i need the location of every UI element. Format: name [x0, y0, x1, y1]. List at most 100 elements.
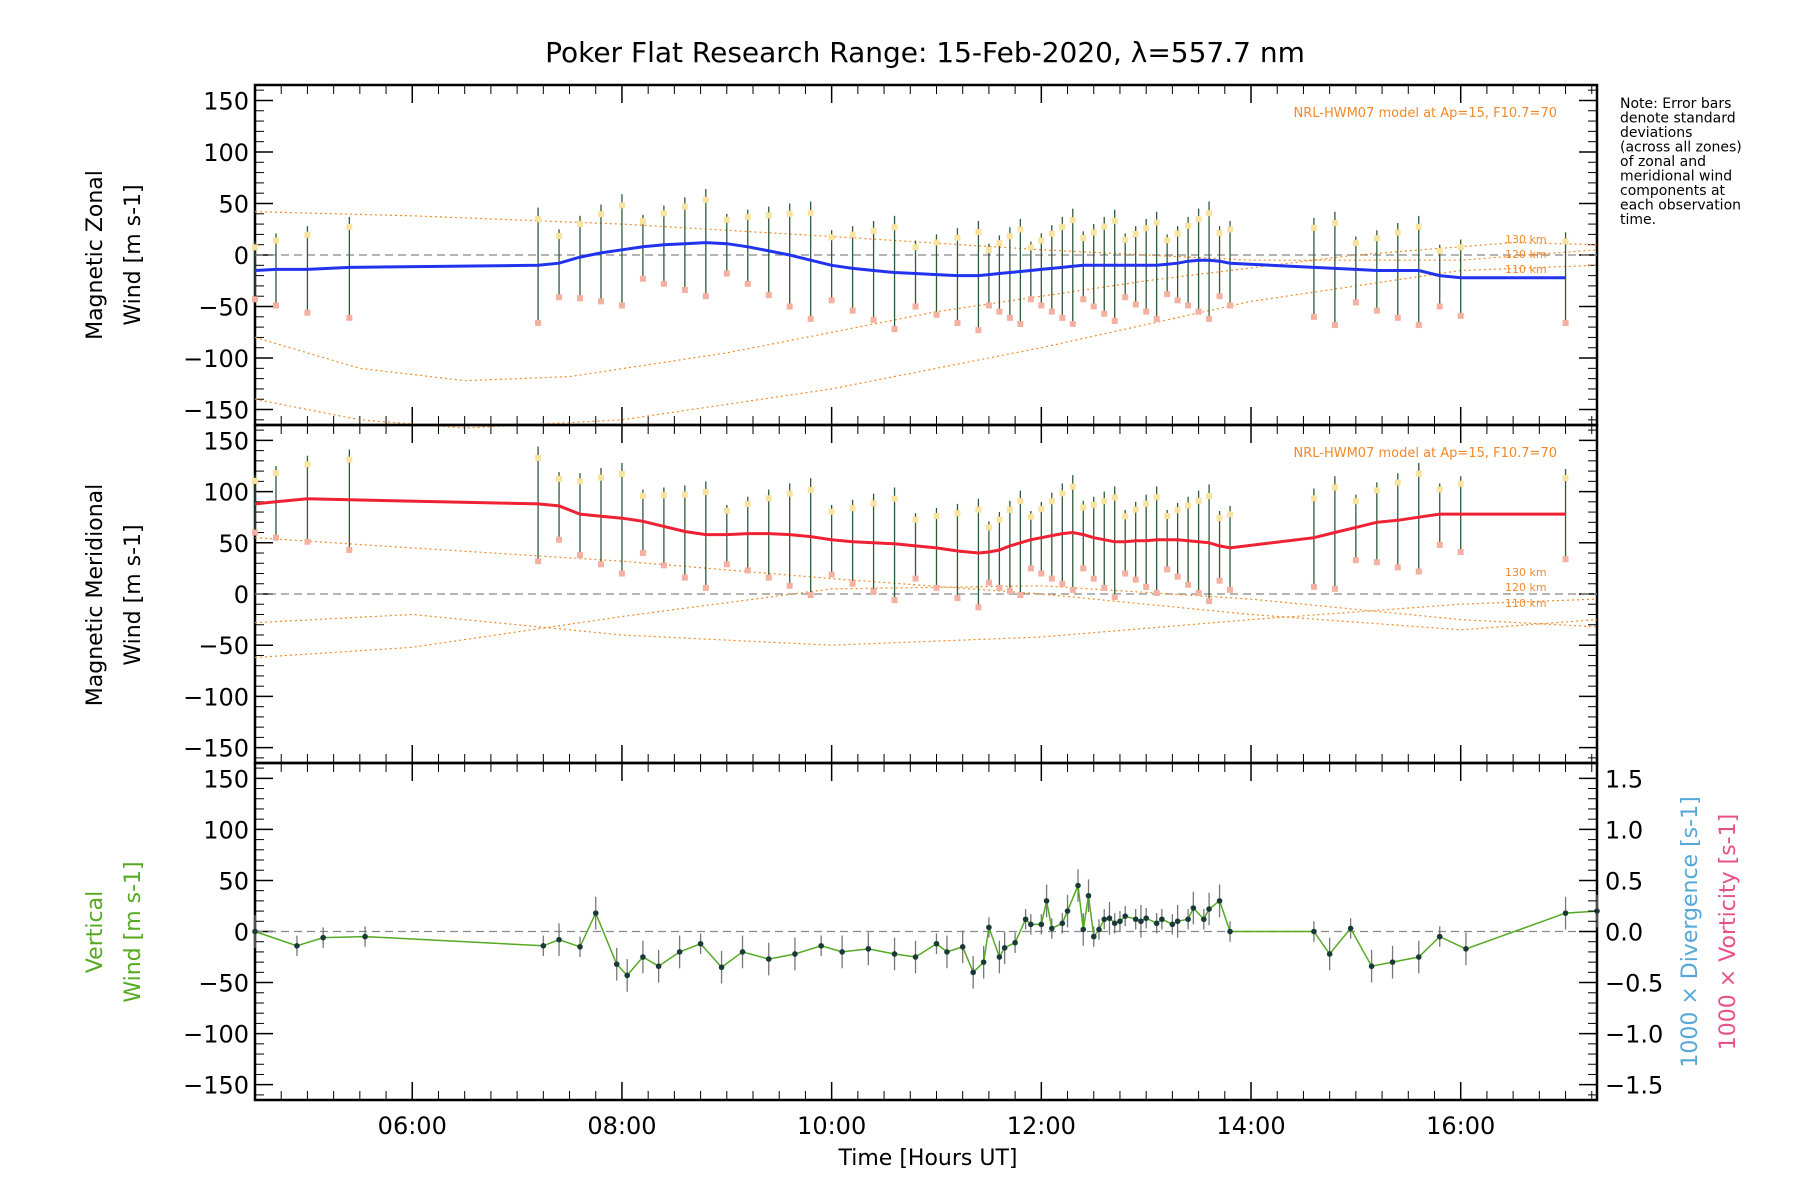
- zone-marker: [577, 221, 584, 228]
- zone-marker: [618, 302, 625, 309]
- data-point: [1153, 920, 1160, 927]
- y2-tick-label: 1.0: [1605, 816, 1643, 844]
- data-point: [624, 972, 630, 979]
- zone-marker: [1436, 486, 1443, 493]
- zone-marker: [1132, 301, 1139, 308]
- data-point: [1043, 898, 1050, 904]
- zone-marker: [1048, 575, 1055, 582]
- data-point: [1190, 905, 1197, 911]
- zone-marker: [577, 478, 584, 485]
- zone-marker: [1006, 587, 1013, 594]
- zone-marker: [252, 296, 258, 303]
- zone-marker: [1132, 230, 1139, 237]
- zone-marker: [1017, 592, 1024, 599]
- zone-marker: [1310, 495, 1317, 502]
- zone-marker: [1436, 541, 1443, 548]
- zone-marker: [1415, 568, 1422, 575]
- note-line: each observation: [1620, 198, 1741, 214]
- data-point: [970, 969, 976, 976]
- zone-marker: [954, 595, 961, 602]
- zone-marker: [954, 234, 961, 241]
- zone-marker: [1080, 235, 1087, 242]
- data-point: [320, 934, 326, 941]
- zone-marker: [723, 216, 730, 223]
- zone-marker: [1394, 229, 1401, 236]
- zone-marker: [1436, 247, 1443, 254]
- y-tick-label: 50: [218, 867, 249, 895]
- note-line: Note: Error bars: [1620, 96, 1731, 112]
- divergence-axis-label: 1000 × Divergence [s-1]: [1678, 796, 1703, 1067]
- zone-marker: [618, 570, 625, 577]
- y-axis-label-line2: Wind [m s-1]: [121, 861, 146, 1002]
- zone-marker: [1017, 321, 1024, 328]
- zone-marker: [1216, 577, 1223, 584]
- zone-marker: [597, 298, 604, 305]
- y-tick-label: 0: [234, 919, 249, 947]
- model-label: NRL-HWM07 model at Ap=15, F10.7=70: [1294, 446, 1558, 461]
- zone-marker: [577, 295, 584, 302]
- zone-marker: [1069, 586, 1076, 593]
- zone-marker: [1027, 565, 1034, 572]
- zone-marker: [1415, 322, 1422, 329]
- data-point: [362, 933, 368, 940]
- zone-marker: [1006, 233, 1013, 240]
- zone-marker: [639, 218, 646, 225]
- zone-marker: [891, 597, 898, 604]
- zone-marker: [1027, 244, 1034, 251]
- altitude-label: 130 km: [1505, 233, 1547, 246]
- zone-marker: [660, 492, 667, 499]
- zone-marker: [556, 536, 563, 543]
- data-point: [986, 924, 992, 931]
- zone-marker: [1373, 235, 1380, 242]
- zone-marker: [556, 233, 563, 240]
- zone-marker: [1080, 504, 1087, 511]
- data-point: [592, 910, 599, 916]
- zone-marker: [660, 210, 667, 217]
- zone-marker: [618, 202, 625, 209]
- zone-marker: [954, 320, 961, 326]
- x-tick-label: 08:00: [587, 1112, 656, 1140]
- zone-marker: [723, 561, 730, 568]
- zone-marker: [1415, 470, 1422, 477]
- zone-marker: [828, 508, 835, 515]
- zone-marker: [1059, 314, 1066, 321]
- zone-marker: [1090, 229, 1097, 236]
- zone-marker: [346, 546, 353, 553]
- y-tick-label: 0: [234, 581, 249, 609]
- zone-marker: [1111, 594, 1118, 601]
- data-point: [1059, 920, 1066, 927]
- zone-marker: [1153, 315, 1160, 322]
- y2-tick-label: −0.5: [1605, 970, 1663, 998]
- data-point: [1138, 918, 1144, 925]
- zone-marker: [1069, 321, 1076, 328]
- zone-marker: [849, 505, 856, 512]
- zone-marker: [535, 216, 542, 223]
- data-point: [556, 936, 562, 943]
- zone-marker: [744, 501, 751, 508]
- zone-marker: [870, 227, 877, 234]
- zone-marker: [304, 309, 311, 316]
- zone-marker: [1164, 566, 1171, 573]
- zone-marker: [912, 516, 919, 523]
- y-tick-label: −150: [183, 397, 249, 425]
- zone-marker: [765, 495, 772, 502]
- zone-marker: [1352, 557, 1359, 564]
- y2-tick-label: −1.0: [1605, 1021, 1663, 1049]
- zone-marker: [786, 490, 793, 497]
- zone-marker: [1090, 303, 1097, 310]
- data-point: [1132, 916, 1139, 923]
- zone-marker: [1174, 507, 1181, 514]
- data-point: [1463, 946, 1469, 952]
- zone-marker: [1195, 308, 1202, 315]
- zone-marker: [1195, 497, 1202, 504]
- y-axis-label-line1: Magnetic Zonal: [83, 170, 108, 340]
- zone-marker: [702, 293, 709, 300]
- data-point: [294, 942, 300, 949]
- zone-marker: [1457, 480, 1464, 487]
- y-axis-label-line2: Wind [m s-1]: [121, 524, 146, 665]
- data-point: [1064, 908, 1071, 914]
- zone-marker: [1048, 230, 1055, 237]
- zone-marker: [1059, 580, 1066, 587]
